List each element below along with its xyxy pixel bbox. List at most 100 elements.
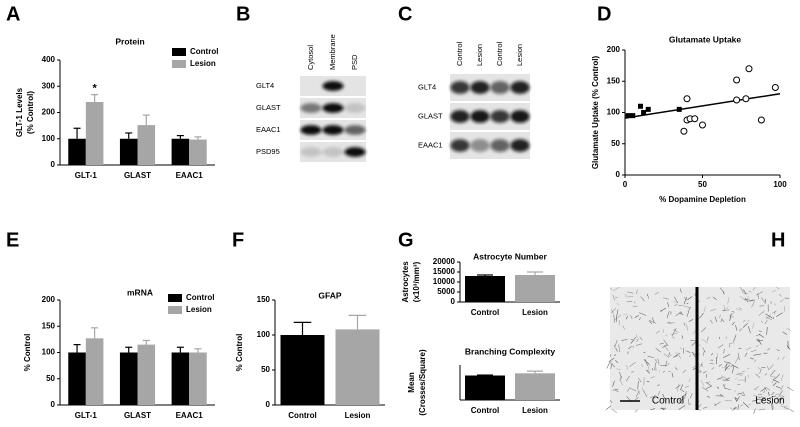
cell-process: [773, 303, 776, 306]
cell-process: [711, 353, 714, 356]
cell-process: [610, 287, 612, 291]
y-tick-label: 200: [607, 45, 621, 54]
cell-process: [780, 374, 784, 382]
cell-process: [725, 377, 731, 381]
bar: [68, 352, 86, 405]
cell-process: [702, 350, 705, 356]
cell-process: [663, 339, 669, 346]
blot-row-label: GLT4: [418, 82, 436, 91]
micrograph: [610, 287, 790, 410]
cell-process: [758, 333, 765, 338]
y-tick-label: 300: [42, 81, 56, 90]
cell-process: [681, 335, 683, 339]
legend-label: Control: [190, 47, 218, 56]
fit-line: [624, 93, 781, 119]
cell-process: [780, 385, 784, 391]
y-tick-label: 20000: [433, 257, 456, 266]
blot-band: [450, 110, 470, 123]
cell-process: [667, 302, 670, 308]
cell-process: [751, 300, 755, 308]
cell-process: [648, 320, 653, 324]
cell-process: [662, 393, 666, 400]
cell-process: [761, 320, 764, 324]
legend-swatch: [168, 306, 182, 314]
cell-process: [650, 376, 655, 379]
cell-process: [758, 408, 766, 411]
cell-process: [642, 313, 647, 316]
point: [630, 113, 636, 119]
cell-process: [663, 297, 669, 300]
cell-process: [701, 386, 709, 392]
cell-process: [611, 309, 614, 315]
x-tick-label: EAAC1: [176, 171, 204, 180]
cell-process: [698, 362, 703, 368]
blot-band: [470, 81, 490, 94]
cell-process: [758, 311, 764, 317]
y-tick-label: 150: [42, 321, 56, 330]
y-tick-label: 150: [257, 295, 271, 304]
cell-process: [757, 367, 761, 370]
cell-process: [752, 322, 755, 329]
cell-process: [646, 381, 650, 383]
blot-band: [344, 147, 366, 157]
y-tick-label: 200: [42, 295, 56, 304]
cell-process: [654, 362, 657, 371]
cell-process: [702, 371, 707, 374]
cell-process: [677, 398, 683, 405]
cell-process: [614, 390, 619, 392]
cell-process: [723, 291, 725, 295]
cell-process: [748, 290, 752, 293]
cell-process: [775, 312, 783, 318]
cell-process: [683, 305, 692, 309]
cell-process: [764, 299, 766, 304]
blot-band: [450, 81, 470, 94]
cell-process: [616, 309, 619, 316]
cell-process: [674, 367, 678, 371]
cell-process: [742, 322, 748, 328]
cell-process: [711, 367, 715, 370]
cell-process: [723, 354, 731, 358]
blot-band: [490, 81, 510, 94]
cell-process: [610, 362, 616, 368]
cell-process: [663, 353, 670, 358]
x-tick-label: Control: [288, 411, 316, 420]
blot-band: [470, 110, 490, 123]
x-tick-label: Control: [471, 308, 499, 317]
blot-column-label: Lesion: [475, 44, 484, 66]
y-tick-label: 0: [616, 170, 621, 179]
cell-process: [637, 387, 641, 395]
cell-process: [716, 386, 720, 389]
cell-process: [689, 393, 693, 399]
cell-process: [655, 330, 661, 334]
cell-process: [671, 372, 674, 378]
cell-process: [714, 316, 718, 323]
bar: [515, 373, 555, 400]
cell-process: [687, 296, 693, 301]
cell-process: [761, 297, 765, 303]
cell-process: [647, 369, 651, 371]
blot-band: [490, 139, 510, 152]
y-tick-label: 0: [266, 400, 271, 409]
cell-process: [659, 342, 664, 345]
blot-row-label: GLAST: [256, 103, 281, 112]
cell-process: [705, 386, 712, 390]
cell-process: [723, 304, 725, 311]
cell-process: [634, 301, 636, 304]
cell-process: [637, 380, 639, 389]
cell-process: [684, 391, 687, 399]
cell-process: [709, 362, 714, 365]
cell-process: [680, 384, 684, 390]
cell-process: [744, 297, 748, 302]
legend-swatch: [168, 294, 182, 302]
cell-process: [718, 364, 722, 367]
cell-process: [673, 327, 678, 331]
cell-process: [749, 357, 754, 360]
blot-band: [510, 81, 530, 94]
y-axis-label: (Crosses/Square): [418, 349, 427, 416]
cell-process: [733, 334, 737, 343]
cell-process: [786, 345, 791, 350]
cell-process: [612, 388, 619, 391]
cell-process: [749, 299, 755, 302]
cell-process: [625, 375, 630, 382]
